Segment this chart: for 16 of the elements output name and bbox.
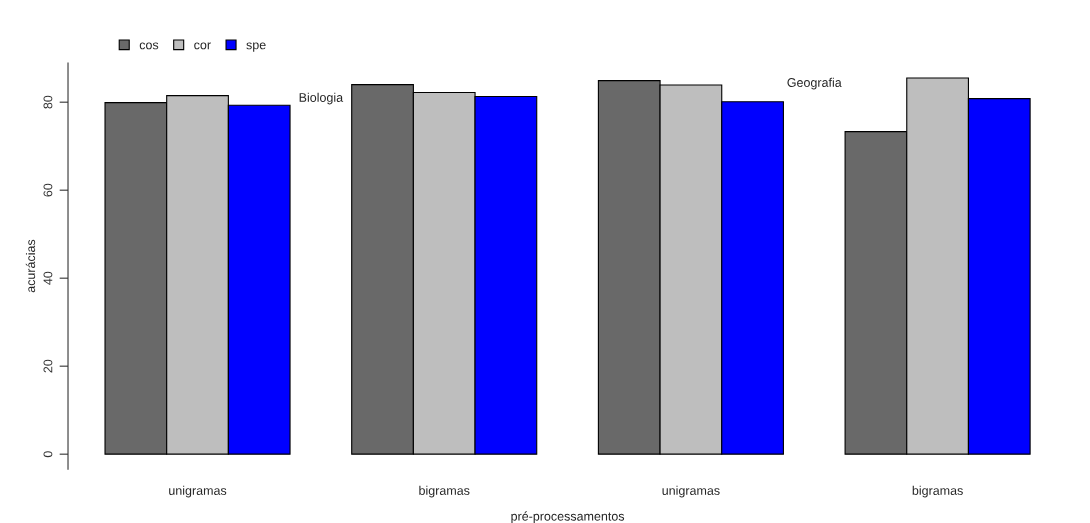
x-axis-title: pré-processamentos bbox=[511, 511, 625, 523]
legend-label: spe bbox=[246, 42, 266, 52]
x-tick-label: unigramas bbox=[662, 485, 720, 498]
y-tick-label: 80 bbox=[43, 95, 53, 109]
y-tick-label: 20 bbox=[43, 359, 53, 373]
x-tick-label: bigramas bbox=[419, 485, 470, 498]
x-tick-label: bigramas bbox=[912, 485, 963, 498]
y-tick-label: 0 bbox=[43, 451, 53, 458]
y-tick-label: 40 bbox=[43, 271, 53, 285]
y-axis-title: acurácias bbox=[25, 239, 36, 293]
annotation: Biologia bbox=[299, 92, 344, 105]
x-tick-label: unigramas bbox=[169, 485, 227, 498]
annotation: Geografia bbox=[787, 77, 842, 90]
legend-label: cor bbox=[194, 42, 211, 50]
legend-label: cos bbox=[139, 42, 159, 50]
y-tick-label: 60 bbox=[43, 183, 53, 197]
